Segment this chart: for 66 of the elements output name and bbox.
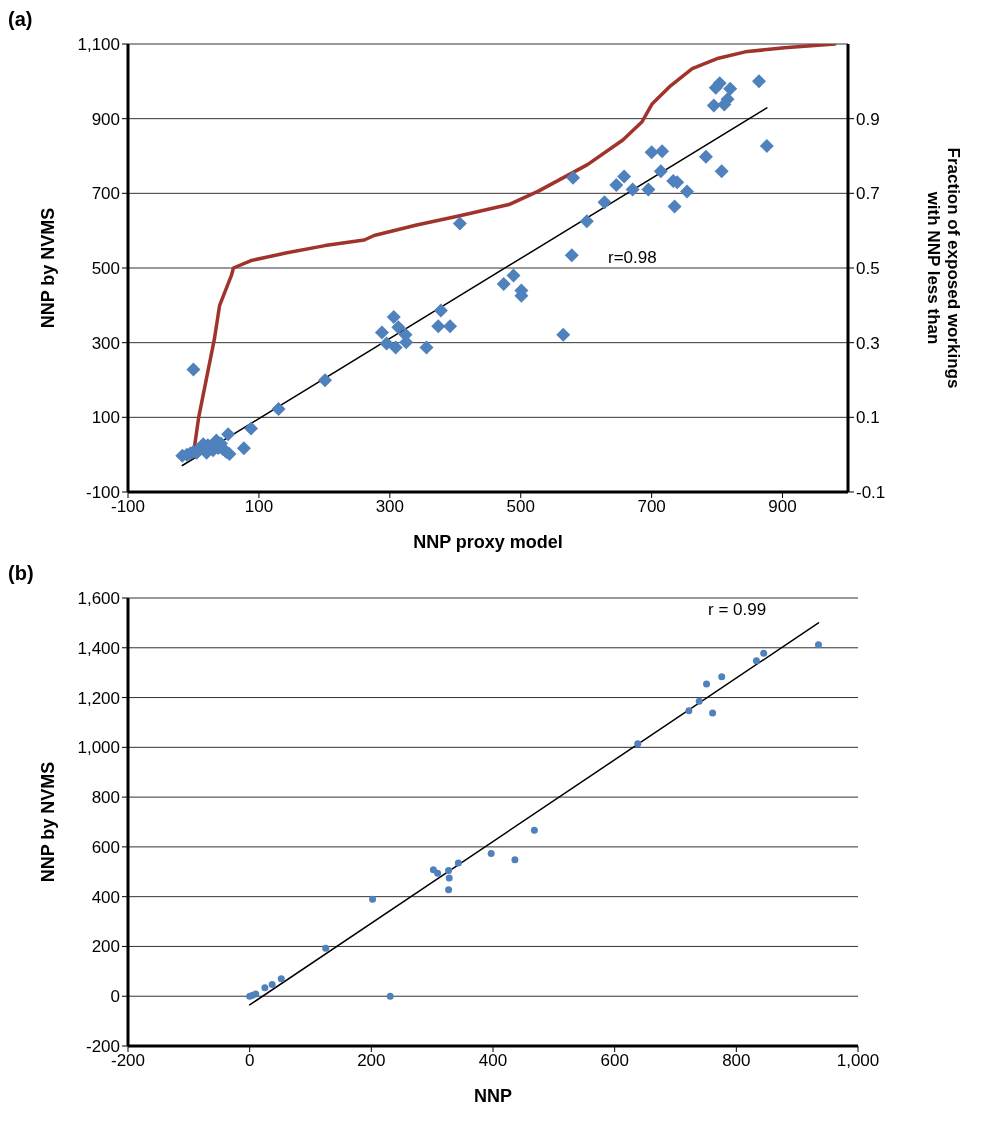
x-tick-label: 400 [478,1051,508,1071]
point [445,867,453,875]
y-tick-label: 500 [91,259,120,279]
point [369,895,377,903]
y-tick-label: 600 [91,837,120,857]
point [277,975,285,983]
x-tick-label: 1,000 [836,1051,880,1071]
point [709,709,717,717]
point [634,740,642,748]
y-tick-label: 400 [91,887,120,907]
x-tick-label: 300 [375,497,405,517]
point [814,641,822,649]
y2-tick-label: 0.3 [856,333,880,353]
y2-tick-label: -0.1 [856,483,886,503]
annotation: r=0.98 [608,248,657,268]
point [695,697,703,705]
y-tick-label: 700 [91,184,120,204]
point [261,984,269,992]
x-tick-label: 100 [244,497,274,517]
y-axis-title: NNP by NVMS [38,207,59,329]
x-axis-title: NNP proxy model [413,532,563,552]
y-tick-label: 100 [91,408,120,428]
y2-tick-label: 0.1 [856,408,880,428]
y-tick-label: 800 [91,788,120,808]
point [685,707,693,715]
point [752,657,760,665]
x-tick-label: -100 [110,497,146,517]
y2-tick-label: 0.7 [856,184,880,204]
x-tick-label: 800 [722,1051,751,1071]
point [268,981,276,989]
x-tick-label: 200 [357,1051,386,1071]
y-tick-label: 0 [110,987,120,1007]
x-tick-label: -200 [110,1051,146,1071]
y-tick-label: 1,100 [77,35,120,55]
chart-title: (a) [8,8,34,32]
point [434,869,442,877]
point [445,874,453,882]
point [454,859,462,867]
chart-title: (b) [8,562,35,586]
y2-tick-label: 0.9 [856,109,880,129]
x-tick-label: 0 [244,1051,255,1071]
x-tick-label: 900 [768,497,797,517]
point [386,992,394,1000]
y-tick-label: 1,000 [77,738,120,758]
x-axis-title: NNP [473,1086,513,1106]
point [530,826,538,834]
point [511,856,519,864]
point [718,673,726,681]
x-tick-label: 600 [600,1051,629,1071]
y2-axis-title: Fraction of exposed workings with NNP less than [924,147,963,389]
annotation: r = 0.99 [708,600,767,620]
point [445,886,453,894]
point [487,850,495,858]
y-tick-label: 200 [91,937,120,957]
x-tick-label: 700 [637,497,666,517]
y-tick-label: 1,600 [77,589,120,609]
y-axis-title: NNP by NVMS [38,761,59,883]
x-tick-label: 500 [506,497,535,517]
point [760,649,768,657]
y2-tick-label: 0.5 [856,259,880,279]
y-tick-label: 900 [91,109,120,129]
y-tick-label: 1,400 [77,638,120,658]
y-tick-label: 1,200 [77,688,120,708]
point [322,944,330,952]
point [703,680,711,688]
y-tick-label: 300 [91,333,120,353]
